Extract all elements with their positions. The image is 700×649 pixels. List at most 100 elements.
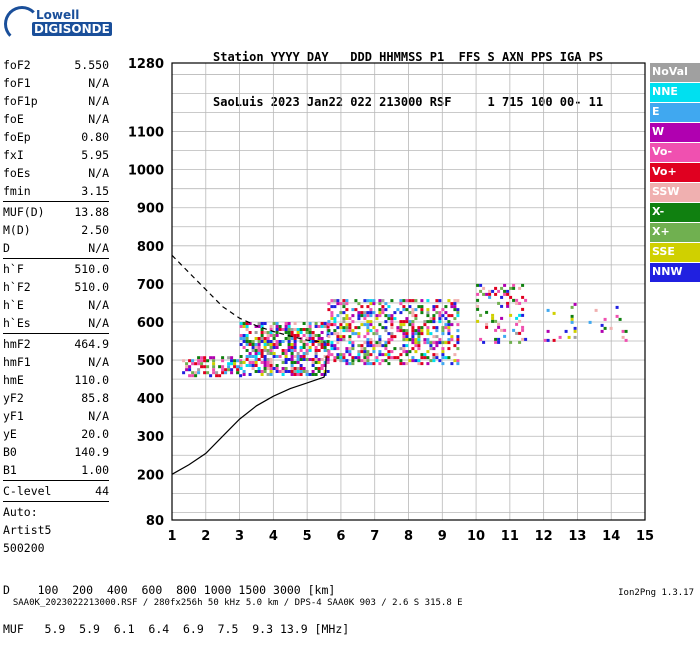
echo-point: [263, 331, 267, 334]
echo-point: [405, 299, 409, 303]
echo-point: [378, 338, 382, 342]
param-key: B0: [3, 445, 17, 459]
echo-point: [308, 334, 312, 337]
echo-point: [348, 350, 352, 354]
y-tick-label: 200: [137, 468, 164, 483]
echo-point: [603, 317, 607, 321]
echo-point: [417, 359, 421, 363]
echo-point: [570, 314, 574, 318]
echo-point: [236, 371, 240, 375]
echo-point: [245, 340, 249, 343]
param-key: yE: [3, 427, 17, 441]
echo-point: [345, 329, 349, 333]
echo-point: [342, 311, 346, 315]
echo-point: [348, 326, 352, 330]
echo-point: [491, 313, 495, 317]
echo-point: [287, 328, 291, 331]
y-tick-label: 400: [137, 392, 164, 407]
echo-point: [290, 328, 294, 331]
echo-point: [248, 331, 252, 334]
echo-point: [345, 359, 349, 363]
echo-point: [518, 331, 522, 335]
echo-point: [426, 299, 430, 303]
echo-point: [200, 356, 204, 360]
echo-point: [272, 367, 276, 370]
echo-point: [212, 356, 216, 360]
echo-point: [333, 344, 337, 348]
echo-point: [405, 317, 409, 321]
echo-point: [263, 355, 267, 358]
echo-point: [254, 343, 258, 346]
echo-point: [420, 326, 424, 330]
echo-point: [393, 317, 397, 321]
echo-point: [323, 340, 327, 343]
echo-point: [357, 359, 361, 363]
echo-point: [333, 320, 337, 324]
echo-point: [278, 343, 282, 346]
echo-point: [503, 328, 507, 332]
echo-point: [402, 347, 406, 351]
echo-point: [342, 338, 346, 342]
height-traces: [171, 254, 327, 475]
param-value: 3.15: [81, 184, 109, 198]
echo-point: [257, 337, 261, 340]
echo-point: [411, 314, 415, 318]
echo-point: [233, 365, 237, 369]
x-tick-label: 1: [167, 529, 176, 544]
autoscale-version: 500200: [3, 541, 45, 555]
echo-point: [453, 353, 457, 357]
x-tick-label: 14: [602, 529, 620, 544]
echo-point: [600, 323, 604, 327]
echo-point: [399, 353, 403, 357]
param-value: N/A: [88, 316, 109, 330]
echo-point: [284, 322, 288, 325]
echo-point: [360, 311, 364, 315]
param-key: hmF1: [3, 355, 31, 369]
echo-point: [414, 299, 418, 303]
echo-point: [317, 337, 321, 340]
x-tick-label: 12: [535, 529, 553, 544]
echo-point: [248, 352, 252, 355]
echo-point: [188, 365, 192, 369]
echo-point: [287, 322, 291, 325]
echo-point: [320, 337, 324, 340]
echo-point: [524, 337, 528, 341]
echo-point: [351, 359, 355, 363]
station-header: Station YYYY DAY DDD HHMMSS P1 FFS S AXN…: [213, 20, 603, 125]
echo-point: [618, 317, 622, 321]
echo-point: [357, 344, 361, 348]
echo-point: [342, 320, 346, 324]
echo-point: [260, 349, 264, 352]
echo-point: [497, 325, 501, 329]
echo-point: [588, 320, 592, 324]
echo-point: [366, 311, 370, 315]
echo-point: [290, 334, 294, 337]
echo-point: [239, 334, 243, 337]
legend-item-w: W: [650, 123, 700, 142]
echo-point: [405, 320, 409, 324]
echo-point: [302, 334, 306, 337]
echo-point: [426, 341, 430, 345]
echo-point: [339, 311, 343, 315]
param-row: B0 140.9: [3, 443, 109, 461]
echo-point: [281, 340, 285, 343]
echo-point: [284, 370, 288, 373]
echo-point: [369, 302, 373, 306]
echo-point: [366, 305, 370, 309]
echo-point: [330, 347, 334, 351]
echo-point: [317, 349, 321, 352]
echo-point: [251, 340, 255, 343]
param-value: 0.80: [81, 130, 109, 144]
echo-point: [314, 367, 318, 370]
echo-point: [506, 304, 510, 308]
echo-point: [369, 323, 373, 327]
echo-point: [399, 311, 403, 315]
param-key: h`Es: [3, 316, 31, 330]
param-value: 13.88: [74, 205, 109, 219]
echo-point: [242, 340, 246, 343]
echo-point: [342, 335, 346, 339]
echo-point: [305, 331, 309, 334]
echo-point: [366, 320, 370, 324]
echo-point: [369, 308, 373, 312]
echo-point: [357, 311, 361, 315]
